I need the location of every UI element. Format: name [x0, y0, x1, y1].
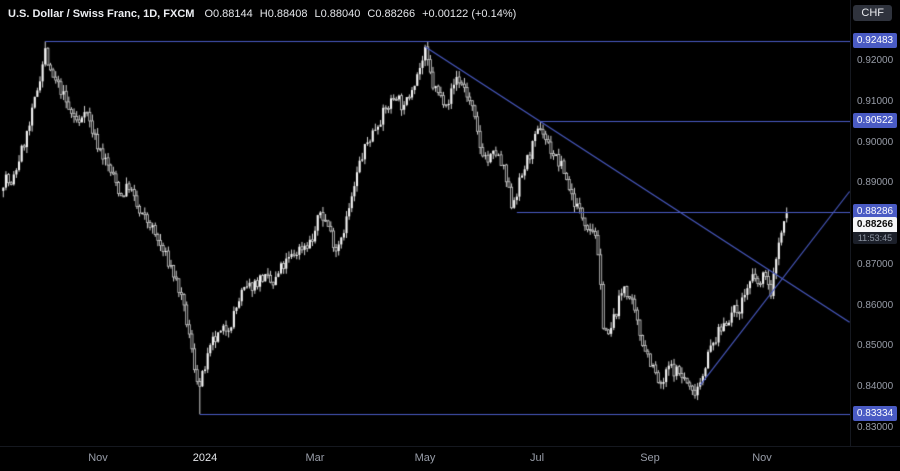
time-tick-month: Jul: [529, 452, 545, 464]
time-tick-month: Mar: [305, 452, 325, 464]
price-level-badge: 0.83334: [853, 406, 897, 422]
time-axis[interactable]: Nov 2024 Mar May Jul Sep Nov: [0, 446, 900, 471]
price-tick-label: 0.91000: [857, 95, 894, 107]
price-tick-label: 0.92000: [857, 55, 894, 67]
candlestick-chart-canvas[interactable]: [0, 28, 850, 447]
price-level-badge: 0.90522: [853, 113, 897, 129]
price-axis[interactable]: 0.92000 0.91000 0.90000 0.89000 0.87000 0.860…: [850, 0, 900, 447]
time-tick-month: Nov: [88, 452, 108, 464]
ohlc-open: O0.88144: [204, 8, 253, 20]
price-tick-label: 0.90000: [857, 136, 894, 148]
bar-countdown: 11:53:45: [853, 232, 897, 245]
price-tick-label: 0.85000: [857, 340, 894, 352]
price-level-badge: 0.88286: [853, 204, 897, 220]
ohlc-low: L0.88040: [314, 8, 361, 20]
price-tick-label: 0.86000: [857, 299, 894, 311]
chart-legend: U.S. Dollar / Swiss Franc, 1D, FXCM O0.8…: [0, 0, 856, 28]
price-tick-label: 0.87000: [857, 258, 894, 270]
time-tick-month: Nov: [752, 452, 772, 464]
symbol-title[interactable]: U.S. Dollar / Swiss Franc, 1D, FXCM: [8, 8, 195, 20]
price-level-badge: 0.92483: [853, 33, 897, 49]
ohlc-high: H0.88408: [259, 8, 308, 20]
ohlc-close: C0.88266: [367, 8, 416, 20]
price-tick-label: 0.89000: [857, 177, 894, 189]
price-tick-label: 0.84000: [857, 381, 894, 393]
time-tick-month: Sep: [640, 452, 660, 464]
time-tick-month: May: [414, 452, 436, 464]
price-change: +0.00122 (+0.14%): [422, 8, 517, 20]
time-tick-year: 2024: [192, 452, 218, 464]
price-tick-label: 0.83000: [857, 421, 894, 433]
current-price-badge: 0.88266: [853, 217, 897, 233]
currency-badge[interactable]: CHF: [853, 5, 892, 21]
